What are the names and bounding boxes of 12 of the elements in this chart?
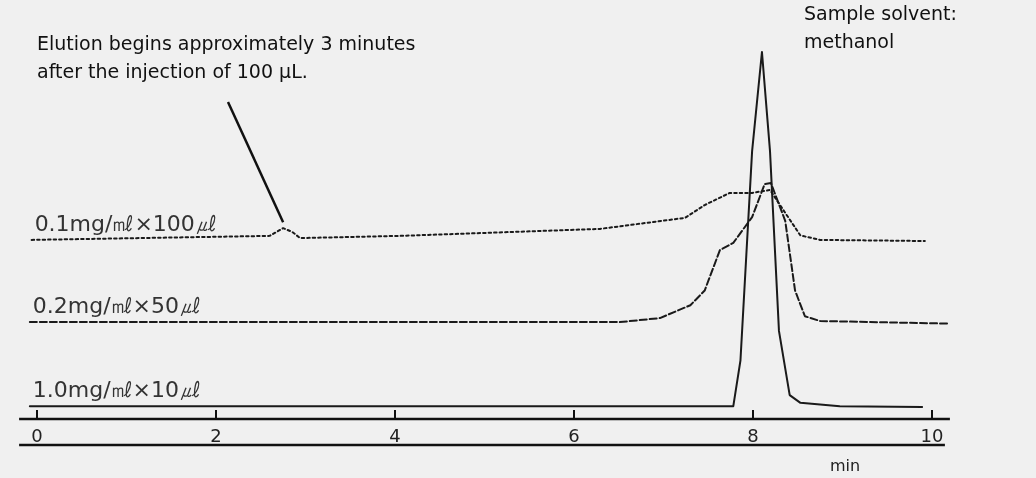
x-tick-label: 4 xyxy=(389,425,401,446)
series-label: 0.1mg/㎖×100㎕ xyxy=(34,210,217,236)
text: Sample solvent: methanol xyxy=(804,2,957,52)
annotation: Elution begins approximately 3 minutes after the injection of 100 µL. xyxy=(37,32,416,82)
x-tick-label: 0 xyxy=(31,425,43,446)
series-label: 1.0mg/㎖×10㎕ xyxy=(32,377,202,403)
x-tick-label: 2 xyxy=(210,425,222,446)
x-tick-label: 8 xyxy=(747,425,759,446)
x-tick-label: 6 xyxy=(568,425,580,446)
x-axis-title: min xyxy=(829,456,861,475)
series-label: 0.2mg/㎖×50㎕ xyxy=(32,293,202,319)
x-tick-label: 10 xyxy=(920,425,944,446)
